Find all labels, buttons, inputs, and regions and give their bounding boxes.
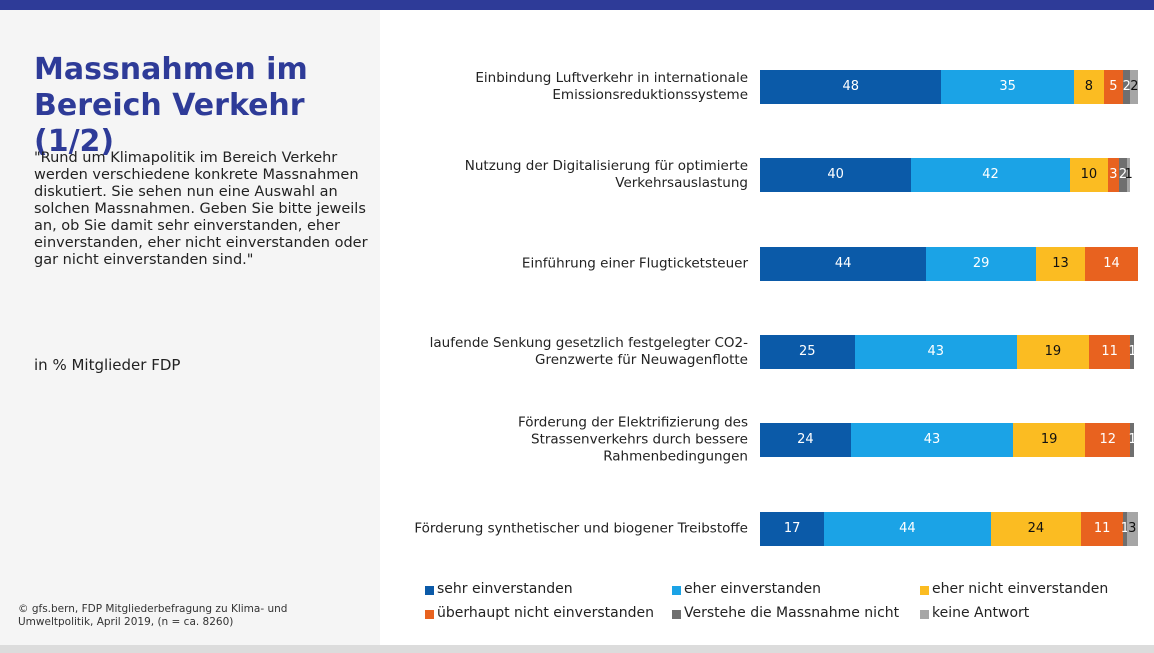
bar-segment <box>850 423 1014 458</box>
bar-segment <box>1130 334 1135 369</box>
bar-segment <box>824 511 991 546</box>
chart-title: Massnahmen im Bereich Verkehr (1/2) <box>34 52 308 159</box>
value-label: 44 <box>834 255 852 271</box>
bar-segment <box>1069 158 1108 193</box>
legend-swatch <box>425 610 434 619</box>
value-label: 14 <box>1103 255 1120 271</box>
bar-segment <box>1013 423 1086 458</box>
bar-segment <box>1085 246 1138 281</box>
value-label: 42 <box>982 167 999 183</box>
legend-swatch <box>425 586 434 595</box>
value-label: 43 <box>923 432 941 448</box>
bar-segment <box>760 423 851 458</box>
bar-segment <box>990 511 1082 546</box>
bar-segment <box>760 334 855 369</box>
legend-label: eher einverstanden <box>684 581 821 597</box>
value-label: 24 <box>1027 520 1045 536</box>
value-label: 48 <box>842 79 859 94</box>
bar-segment <box>1073 70 1104 104</box>
bar-segment <box>926 246 1036 281</box>
bar-segment <box>1088 334 1131 369</box>
bar-segment <box>760 158 912 193</box>
side-panel <box>0 10 380 645</box>
value-label: 1 <box>1128 343 1137 359</box>
value-label: 1 <box>1124 167 1133 183</box>
legend-label: keine Antwort <box>932 605 1030 621</box>
legend-label: Verstehe die Massnahme nicht <box>684 605 900 621</box>
value-label: 2 <box>1130 79 1139 94</box>
bar-segment <box>1119 158 1127 193</box>
value-label: 10 <box>1080 167 1098 183</box>
value-label: 1 <box>1120 520 1130 536</box>
value-label: 11 <box>1093 520 1111 536</box>
bar-segment <box>854 334 1018 369</box>
value-label: 11 <box>1101 343 1118 359</box>
value-label: 43 <box>927 343 945 359</box>
bottom-bar <box>0 645 1154 653</box>
value-label: 19 <box>1040 432 1058 448</box>
value-label: 12 <box>1099 432 1117 448</box>
subtitle: "Rund um Klimapolitik im Bereich Verkehr… <box>34 150 368 268</box>
value-label: 8 <box>1084 79 1093 94</box>
value-label: 1 <box>1128 432 1137 448</box>
category-label: Förderung synthetischer und biogener Tre… <box>414 520 748 536</box>
bar-segment <box>1126 158 1131 193</box>
category-label: Einführung einer Flugticketsteuer <box>521 255 748 272</box>
bar-segment <box>1130 423 1135 458</box>
legend-swatch <box>672 610 681 619</box>
bar-segment <box>1035 246 1086 281</box>
bar-segment <box>760 246 927 281</box>
value-label: 13 <box>1052 255 1069 271</box>
bar-segment <box>1130 70 1138 104</box>
category-label: Förderung der Elektrifizierung des Stras… <box>517 414 748 465</box>
value-label: 44 <box>899 520 916 536</box>
legend-label: überhaupt nicht einverstanden <box>437 605 654 621</box>
value-label: 3 <box>1128 520 1137 536</box>
legend-swatch <box>920 586 929 595</box>
bar-segment <box>1103 70 1123 104</box>
bar-segment <box>1122 70 1131 104</box>
category-label: Einbindung Luftverkehr in internationale… <box>475 70 748 103</box>
bar-segment <box>760 70 942 104</box>
value-label: 19 <box>1044 343 1062 359</box>
bar-segment <box>911 158 1070 193</box>
value-label: 40 <box>827 167 844 183</box>
legend-swatch <box>672 586 681 595</box>
source: © gfs.bern, FDP Mitgliederbefragung zu K… <box>18 603 288 628</box>
unit-note: in % Mitglieder FDP <box>34 356 181 374</box>
bar-segment <box>1081 511 1123 546</box>
bar-segment <box>1122 511 1127 546</box>
value-label: 24 <box>797 432 814 448</box>
legend-label: eher nicht einverstanden <box>932 581 1109 597</box>
top-bar <box>0 0 1154 10</box>
value-label: 29 <box>972 255 990 271</box>
bar-segment <box>1126 511 1138 546</box>
value-label: 2 <box>1118 167 1128 183</box>
bar-segment <box>1085 423 1131 458</box>
value-label: 35 <box>999 79 1016 94</box>
bar-segment <box>1107 158 1120 193</box>
value-label: 5 <box>1109 79 1118 94</box>
value-label: 17 <box>783 520 801 536</box>
bar-segment <box>1017 334 1089 369</box>
bar-segment <box>760 511 825 546</box>
value-label: 3 <box>1109 167 1118 183</box>
value-label: 2 <box>1122 79 1131 94</box>
bar-segment <box>941 70 1074 104</box>
value-label: 25 <box>798 343 816 359</box>
legend-swatch <box>920 610 929 619</box>
legend-label: sehr einverstanden <box>437 581 573 597</box>
category-label: laufende Senkung gesetzlich festgelegter… <box>429 334 748 368</box>
category-label: Nutzung der Digitalisierung für optimier… <box>464 158 748 192</box>
